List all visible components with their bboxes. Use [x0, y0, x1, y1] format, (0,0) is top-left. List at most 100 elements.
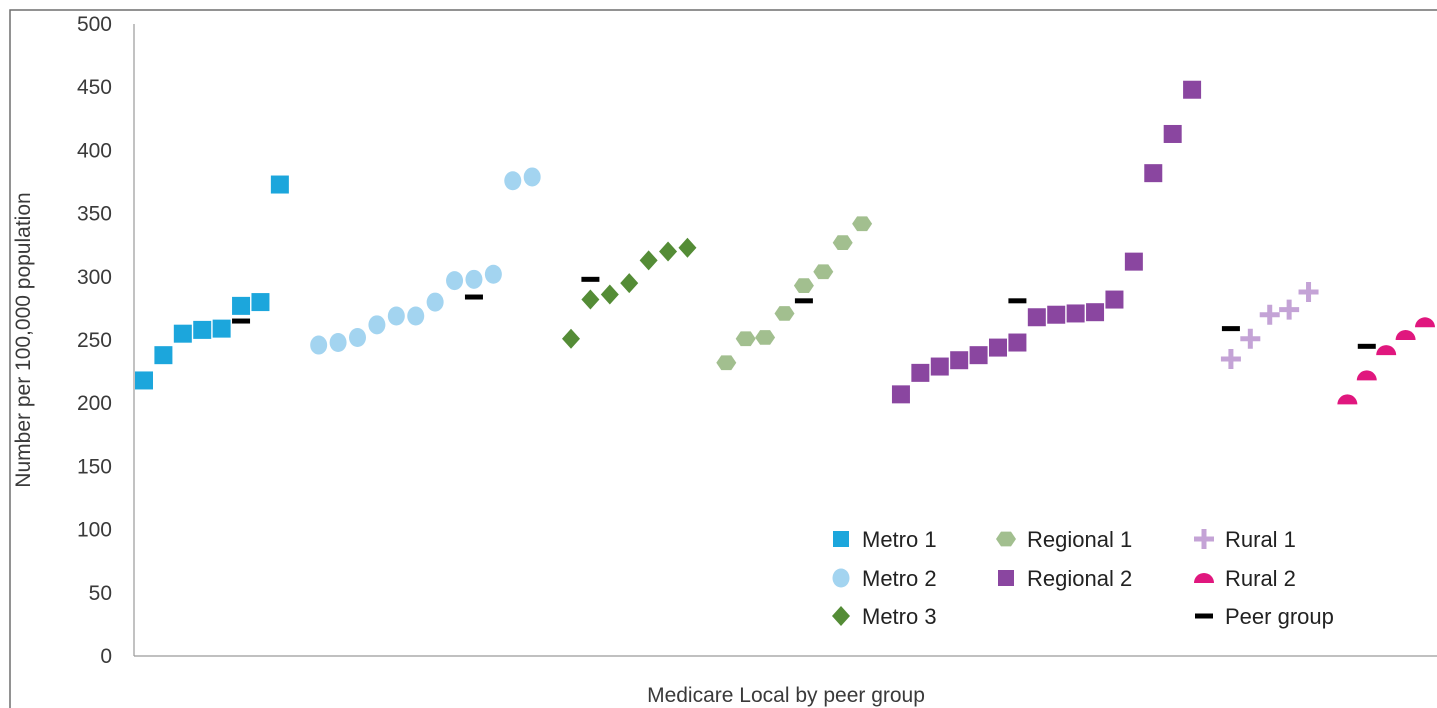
- series-rural-2: [1337, 317, 1435, 405]
- legend-item-metro-2: Metro 2: [832, 566, 937, 591]
- chart-border: [9, 9, 1437, 708]
- peer-group-marker: [464, 294, 483, 300]
- peer-group-marker: [581, 276, 600, 282]
- data-point: [465, 269, 483, 289]
- data-point: [270, 175, 289, 194]
- y-tick-label: 350: [77, 203, 112, 226]
- data-point: [581, 289, 600, 310]
- data-point: [911, 363, 930, 382]
- y-tick-label: 200: [77, 392, 112, 415]
- data-point: [1008, 333, 1027, 352]
- data-point: [930, 357, 949, 376]
- data-point: [232, 296, 251, 315]
- data-point: [735, 331, 756, 347]
- series-regional-2: [891, 80, 1202, 404]
- legend-swatch: [1194, 573, 1214, 583]
- x-axis-title: Medicare Local by peer group: [647, 684, 925, 707]
- data-point: [154, 346, 173, 365]
- legend-swatch: [996, 531, 1016, 547]
- legend-item-regional-1: Regional 1: [996, 527, 1132, 552]
- data-point: [1337, 394, 1358, 405]
- data-point: [484, 264, 502, 284]
- data-point: [523, 167, 541, 187]
- data-point: [716, 355, 737, 371]
- legend-item-metro-1: Metro 1: [833, 527, 937, 552]
- data-point: [891, 385, 910, 404]
- data-point: [755, 330, 776, 345]
- data-point: [659, 241, 678, 262]
- data-point: [620, 273, 639, 294]
- y-tick-label: 250: [77, 329, 112, 352]
- legend-swatch: [832, 568, 850, 588]
- data-point: [368, 315, 386, 335]
- data-point: [212, 319, 231, 338]
- data-point: [349, 327, 366, 347]
- legend-item-rural-2: Rural 2: [1194, 566, 1296, 591]
- y-tick-label: 300: [77, 266, 112, 289]
- data-point: [193, 320, 212, 339]
- series-metro-1: [135, 175, 289, 390]
- data-point: [1259, 304, 1280, 325]
- data-point: [1415, 317, 1435, 328]
- legend-swatch: [833, 531, 849, 547]
- data-point: [793, 278, 814, 293]
- data-point: [1183, 80, 1202, 99]
- peer-group-marker: [794, 298, 813, 304]
- data-point: [407, 306, 425, 326]
- chart-frame: [9, 9, 1437, 708]
- data-point: [504, 171, 522, 191]
- series-rural-1: [1220, 281, 1319, 369]
- y-tick-label: 150: [77, 455, 112, 478]
- y-tick-label: 50: [89, 582, 112, 605]
- legend-label: Rural 2: [1225, 566, 1296, 591]
- data-point: [950, 351, 969, 370]
- data-point: [426, 292, 444, 312]
- data-point: [135, 371, 153, 390]
- y-tick-label: 450: [77, 76, 112, 99]
- peer-group-marker: [1008, 298, 1027, 304]
- data-point: [1395, 329, 1416, 340]
- legend-label: Regional 2: [1027, 566, 1132, 591]
- y-axis-title: Number per 100,000 population: [12, 192, 35, 487]
- legend-swatch: [1195, 613, 1213, 619]
- data-point: [387, 306, 405, 326]
- plot-area: [135, 80, 1435, 405]
- y-tick-label: 400: [77, 139, 112, 162]
- legend-item-peer-group: Peer group: [1195, 604, 1334, 629]
- legend-item-metro-3: Metro 3: [832, 604, 937, 629]
- legend-label: Metro 1: [862, 527, 937, 552]
- data-point: [562, 328, 580, 349]
- data-point: [989, 338, 1007, 357]
- legend-label: Rural 1: [1225, 527, 1296, 552]
- legend-item-regional-2: Regional 2: [998, 566, 1132, 591]
- data-point: [639, 250, 658, 271]
- data-point: [1066, 304, 1085, 323]
- data-point: [446, 271, 464, 291]
- legend-swatch: [998, 570, 1014, 586]
- data-point: [1047, 305, 1066, 324]
- y-tick-label: 0: [100, 645, 112, 668]
- peer-group-marker: [232, 318, 251, 324]
- data-point: [1124, 252, 1143, 271]
- legend: Metro 1 Metro 2 Metro 3 Regional 1 Regional …: [832, 527, 1334, 629]
- data-point: [310, 335, 328, 355]
- peer-group-marker: [1221, 326, 1240, 332]
- legend-item-rural-1: Rural 1: [1194, 527, 1296, 552]
- data-point: [1163, 124, 1182, 143]
- data-point: [1279, 299, 1300, 320]
- legend-label: Peer group: [1225, 604, 1334, 629]
- legend-label: Metro 3: [862, 604, 937, 629]
- data-point: [1105, 290, 1124, 309]
- series-regional-1: [716, 216, 873, 371]
- data-point: [1086, 303, 1105, 322]
- axes: Number per 100,000 population Medicare L…: [12, 13, 1437, 707]
- series-metro-3: [562, 237, 697, 349]
- data-point: [969, 346, 988, 365]
- data-point: [1240, 328, 1261, 349]
- legend-label: Metro 2: [862, 566, 937, 591]
- y-tick-label: 100: [77, 519, 112, 542]
- data-point: [1298, 281, 1319, 302]
- series-peer-group: [232, 276, 1376, 349]
